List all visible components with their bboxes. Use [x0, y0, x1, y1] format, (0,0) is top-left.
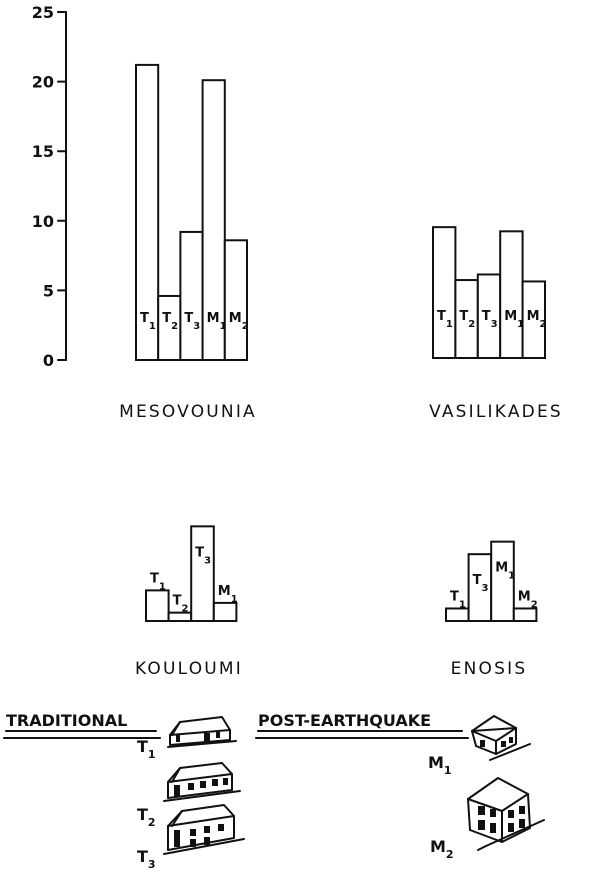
house-m2-icon: [467, 777, 545, 851]
bar-group-kouloumi: T1 T2 T3 M1: [145, 525, 238, 623]
house-m1-icon: [471, 715, 531, 761]
legend-traditional: TRADITIONAL T1 T2 T3: [3, 711, 245, 871]
bar-label-mesovounia-t1: T1: [140, 311, 156, 332]
legend-item-m2: M2: [430, 837, 454, 861]
bar-label-kouloumi-t3: T3: [195, 545, 211, 566]
y-tick-label: 15: [32, 142, 54, 161]
bar-vasilikades-m1: [499, 230, 524, 359]
bar-label-vasilikades-t1: T1: [437, 309, 453, 330]
bar-label-mesovounia-m1: M1: [207, 311, 227, 332]
site-label-enosis: ENOSIS: [451, 659, 528, 679]
y-tick-label: 25: [32, 3, 54, 22]
y-tick-label: 20: [32, 73, 54, 92]
house-t3-icon: [163, 804, 245, 855]
legend-item-m1: M1: [428, 753, 452, 777]
bar-kouloumi-t1: [145, 589, 170, 622]
y-tick-label: 10: [32, 212, 54, 231]
legend-post-earthquake-title: POST-EARTHQUAKE: [258, 711, 431, 730]
house-t2-icon: [163, 762, 241, 802]
bar-label-mesovounia-m2: M2: [229, 311, 249, 332]
bar-label-kouloumi-t2: T2: [173, 594, 189, 615]
bar-label-vasilikades-t3: T3: [482, 309, 498, 330]
bar-kouloumi-m1: [212, 601, 238, 622]
bar-label-enosis-m1: M1: [495, 561, 515, 582]
bar-label-enosis-t1: T1: [450, 589, 466, 610]
legend-traditional-title: TRADITIONAL: [6, 711, 127, 730]
bar-mesovounia-t3: [179, 230, 204, 361]
y-tick-label: 0: [43, 351, 54, 370]
bar-label-mesovounia-t2: T2: [162, 311, 178, 332]
y-tick-label: 5: [43, 281, 54, 300]
bar-label-vasilikades-m1: M1: [504, 309, 524, 330]
bar-vasilikades-t1: [432, 226, 457, 359]
legend-item-t2: T2: [137, 805, 156, 829]
legend-post-earthquake: POST-EARTHQUAKE M1 M2: [255, 711, 545, 861]
house-t1-icon: [167, 716, 237, 748]
bar-label-mesovounia-t3: T3: [184, 311, 200, 332]
site-label-kouloumi: KOULOUMI: [135, 659, 243, 679]
bar-label-vasilikades-m2: M2: [527, 309, 547, 330]
legend-item-t3: T3: [137, 847, 156, 871]
bar-label-enosis-m2: M2: [518, 589, 538, 610]
legend-item-t1: T1: [137, 737, 156, 761]
bar-label-enosis-t3: T3: [473, 573, 489, 594]
bar-mesovounia-m2: [223, 239, 249, 361]
bar-label-kouloumi-m1: M1: [218, 584, 238, 605]
bar-label-kouloumi-t1: T1: [150, 571, 166, 592]
bar-kouloumi-t3: [190, 525, 215, 622]
site-label-mesovounia: MESOVOUNIA: [119, 402, 257, 422]
site-label-vasilikades: VASILIKADES: [429, 402, 563, 422]
y-axis: 0 5 10 15 20 25: [32, 3, 67, 370]
bar-label-vasilikades-t2: T2: [459, 309, 475, 330]
